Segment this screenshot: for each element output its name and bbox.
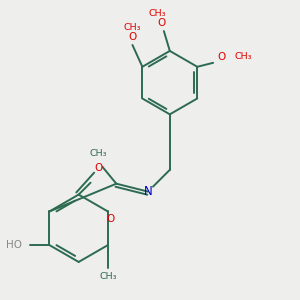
Text: O: O	[158, 18, 166, 28]
Text: CH₃: CH₃	[124, 22, 141, 32]
Text: CH₃: CH₃	[99, 272, 117, 281]
Text: HO: HO	[6, 240, 22, 250]
Text: O: O	[128, 32, 136, 42]
Text: O: O	[107, 214, 115, 224]
Text: CH₃: CH₃	[235, 52, 252, 62]
Text: O: O	[94, 163, 103, 173]
Text: CH₃: CH₃	[148, 9, 166, 18]
Text: O: O	[217, 52, 225, 62]
Text: N: N	[144, 185, 152, 198]
Text: CH₃: CH₃	[90, 149, 107, 158]
